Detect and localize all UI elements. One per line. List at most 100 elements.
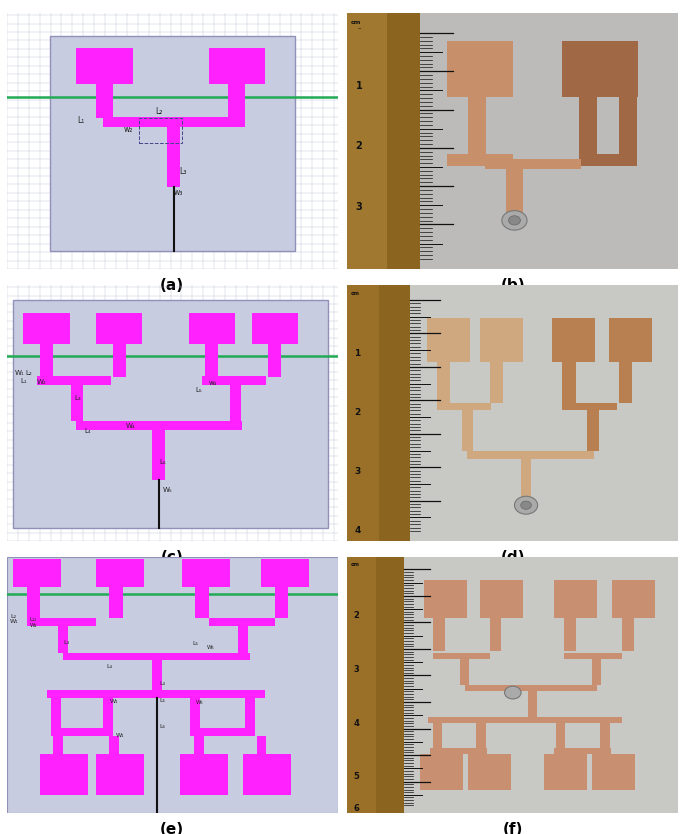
Text: W₅: W₅ bbox=[195, 700, 203, 705]
Bar bbox=[619, 361, 632, 403]
Bar bbox=[14, 300, 327, 528]
Text: L₅: L₅ bbox=[159, 460, 166, 465]
Bar bbox=[420, 754, 463, 790]
Bar bbox=[36, 376, 111, 384]
Bar bbox=[47, 690, 265, 698]
Bar bbox=[619, 98, 637, 158]
Bar bbox=[430, 748, 439, 754]
Bar bbox=[478, 748, 487, 754]
Bar bbox=[468, 98, 486, 158]
Bar bbox=[63, 653, 250, 661]
Bar bbox=[479, 318, 523, 361]
Bar bbox=[180, 754, 228, 795]
Text: L₂: L₂ bbox=[155, 107, 162, 116]
Text: L₁: L₁ bbox=[77, 116, 84, 125]
Bar bbox=[554, 748, 563, 754]
Bar bbox=[14, 559, 62, 587]
Bar bbox=[544, 754, 587, 790]
Text: w₄: w₄ bbox=[208, 379, 217, 385]
Text: 3: 3 bbox=[354, 467, 360, 476]
Bar bbox=[245, 698, 255, 728]
Bar bbox=[460, 659, 469, 685]
Bar bbox=[347, 13, 388, 269]
Bar bbox=[51, 698, 62, 728]
Text: L₅: L₅ bbox=[192, 641, 198, 646]
Bar bbox=[427, 318, 470, 361]
Bar bbox=[112, 344, 126, 377]
Bar bbox=[268, 344, 282, 377]
Bar bbox=[76, 421, 242, 430]
Bar bbox=[58, 626, 68, 653]
Text: w₂: w₂ bbox=[124, 125, 134, 133]
Text: cm: cm bbox=[351, 561, 360, 566]
Bar bbox=[96, 84, 112, 118]
Text: (a): (a) bbox=[160, 278, 184, 293]
Bar bbox=[564, 618, 575, 651]
Text: L₁: L₁ bbox=[20, 379, 27, 384]
Bar bbox=[564, 653, 622, 659]
Bar bbox=[562, 361, 575, 403]
Bar bbox=[139, 118, 182, 143]
Bar bbox=[347, 556, 375, 813]
Bar bbox=[601, 723, 610, 748]
Text: cm: cm bbox=[351, 291, 360, 296]
Text: –: – bbox=[358, 26, 361, 32]
Text: 1: 1 bbox=[354, 349, 360, 359]
Bar bbox=[479, 580, 523, 618]
Circle shape bbox=[508, 216, 521, 225]
Bar bbox=[152, 430, 165, 480]
Bar bbox=[251, 313, 298, 344]
Bar bbox=[609, 318, 651, 361]
Bar bbox=[562, 403, 617, 410]
Text: L₁₂: L₁₂ bbox=[30, 617, 37, 622]
Text: L₂: L₂ bbox=[10, 614, 16, 619]
Bar bbox=[347, 13, 420, 269]
Bar bbox=[579, 98, 597, 158]
Text: W₁: W₁ bbox=[116, 733, 125, 738]
Text: W₂: W₂ bbox=[36, 379, 47, 385]
Bar bbox=[423, 580, 466, 618]
Bar bbox=[27, 618, 96, 626]
Bar bbox=[447, 41, 513, 98]
Text: 5: 5 bbox=[353, 771, 360, 781]
Text: W₁: W₁ bbox=[10, 619, 18, 624]
Text: W₅: W₅ bbox=[162, 487, 172, 494]
Bar bbox=[433, 723, 442, 748]
Bar bbox=[40, 344, 53, 377]
Bar bbox=[96, 559, 144, 587]
Bar bbox=[434, 618, 445, 651]
Bar bbox=[437, 361, 450, 403]
Text: (b): (b) bbox=[501, 278, 525, 293]
Text: 2: 2 bbox=[354, 409, 360, 417]
Text: L₂: L₂ bbox=[25, 369, 32, 376]
Bar bbox=[410, 284, 678, 541]
Bar bbox=[71, 384, 83, 420]
Text: 1: 1 bbox=[356, 82, 362, 92]
Text: 2: 2 bbox=[353, 611, 360, 620]
Bar bbox=[96, 313, 142, 344]
Text: 2: 2 bbox=[356, 140, 362, 150]
Text: L₃: L₃ bbox=[63, 640, 69, 645]
Text: 4: 4 bbox=[354, 526, 360, 535]
Text: 4: 4 bbox=[353, 719, 360, 728]
Circle shape bbox=[505, 686, 521, 699]
Text: L₅: L₅ bbox=[159, 697, 165, 702]
Bar bbox=[592, 659, 601, 685]
Bar bbox=[556, 723, 565, 748]
Text: 3: 3 bbox=[356, 202, 362, 212]
Bar bbox=[182, 559, 230, 587]
Text: (d): (d) bbox=[501, 550, 525, 565]
Bar bbox=[103, 698, 112, 728]
Bar bbox=[490, 618, 501, 651]
Bar bbox=[53, 736, 63, 754]
Bar bbox=[485, 158, 581, 169]
Bar bbox=[347, 284, 379, 541]
Bar bbox=[40, 754, 88, 795]
Text: 3: 3 bbox=[353, 665, 359, 674]
Circle shape bbox=[521, 501, 532, 510]
Bar bbox=[51, 728, 112, 736]
Text: (f): (f) bbox=[503, 822, 523, 834]
Bar bbox=[96, 754, 144, 795]
Bar bbox=[230, 384, 241, 420]
Bar bbox=[462, 410, 473, 451]
